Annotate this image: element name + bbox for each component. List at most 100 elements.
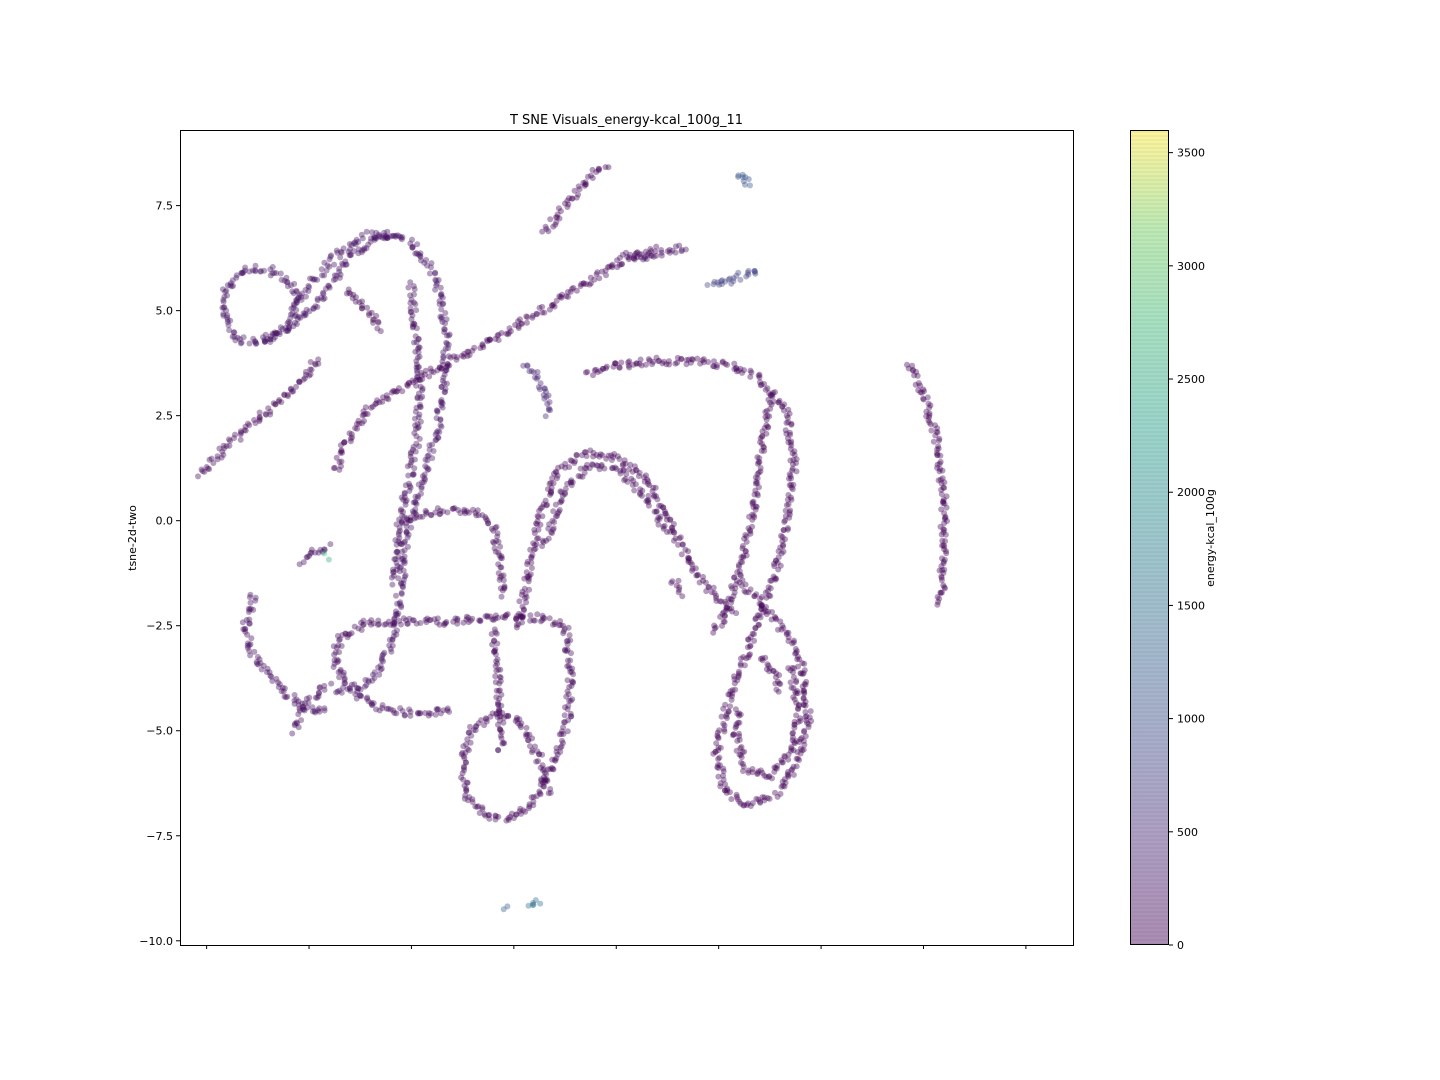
data-point (401, 539, 408, 546)
data-point (342, 680, 349, 687)
y-tick-label: −10.0 (139, 935, 173, 948)
data-point (786, 482, 793, 489)
data-point (748, 369, 755, 376)
data-point (327, 253, 334, 260)
data-point (517, 805, 524, 812)
data-point (732, 724, 739, 731)
data-point (479, 342, 486, 349)
data-point (524, 362, 531, 369)
data-point (939, 467, 946, 474)
data-point (409, 508, 416, 515)
data-point (546, 615, 553, 622)
data-point (498, 555, 505, 562)
data-point (398, 494, 405, 501)
data-point (399, 520, 406, 527)
data-point (597, 367, 604, 374)
data-point (390, 622, 397, 629)
data-point (261, 267, 268, 274)
data-point (765, 588, 771, 595)
data-point (291, 313, 298, 319)
data-point (353, 421, 360, 427)
data-point (749, 499, 756, 506)
data-point (780, 782, 787, 789)
data-point (751, 631, 757, 637)
data-point (362, 404, 369, 411)
data-point (682, 246, 689, 253)
data-point (717, 613, 724, 620)
data-point (445, 353, 452, 360)
data-point (803, 717, 810, 724)
colorbar-tick-label: 500 (1177, 826, 1198, 839)
data-point (380, 394, 386, 401)
data-point (310, 305, 317, 312)
data-point (252, 268, 259, 275)
data-point (730, 732, 736, 739)
data-point (740, 554, 747, 561)
data-point (737, 745, 744, 752)
data-point (625, 359, 632, 366)
data-point (745, 654, 752, 661)
data-point (298, 290, 305, 297)
data-point (416, 344, 423, 351)
data-point (760, 443, 767, 450)
data-point (914, 372, 921, 379)
data-point (305, 283, 312, 289)
data-point (401, 560, 408, 566)
data-point (703, 588, 710, 595)
data-point (333, 689, 340, 696)
data-point (442, 345, 449, 352)
data-point (439, 294, 446, 301)
data-point (440, 374, 447, 381)
data-point (710, 750, 717, 757)
data-point (781, 401, 788, 408)
data-point (590, 449, 597, 456)
data-point (413, 339, 420, 346)
data-point (333, 247, 340, 254)
data-point (417, 404, 424, 410)
data-point (398, 506, 405, 513)
data-point (433, 415, 440, 422)
data-point (784, 771, 791, 778)
data-point (634, 249, 641, 256)
data-point (779, 403, 786, 410)
data-point (789, 664, 796, 671)
data-point (242, 427, 249, 434)
data-point (439, 404, 446, 411)
data-point (467, 723, 473, 730)
data-point (287, 315, 294, 322)
data-point (354, 425, 361, 432)
data-point (387, 233, 394, 240)
data-point (246, 620, 253, 627)
data-point (794, 755, 801, 762)
data-point (412, 509, 419, 516)
data-point (383, 233, 390, 240)
data-point (714, 732, 721, 739)
data-point (513, 615, 520, 622)
data-point (523, 724, 530, 731)
data-point (406, 480, 412, 487)
data-point (378, 655, 385, 662)
data-point (401, 557, 408, 564)
data-point (653, 354, 660, 361)
data-point (417, 252, 424, 259)
data-point (802, 709, 809, 715)
data-point (683, 357, 690, 363)
data-point (783, 502, 790, 509)
data-point (636, 251, 643, 258)
data-point (293, 288, 300, 295)
data-point (358, 231, 365, 238)
data-point (788, 744, 795, 751)
data-point (302, 368, 309, 375)
data-point (747, 803, 754, 809)
data-point (583, 453, 590, 460)
data-point (757, 595, 764, 602)
data-point (370, 700, 377, 707)
data-point (438, 383, 445, 390)
data-point (375, 231, 382, 238)
data-point (595, 165, 602, 172)
data-point (583, 281, 590, 288)
data-point (401, 712, 408, 719)
data-point (406, 379, 413, 386)
data-point (393, 592, 399, 599)
data-point (413, 440, 420, 447)
